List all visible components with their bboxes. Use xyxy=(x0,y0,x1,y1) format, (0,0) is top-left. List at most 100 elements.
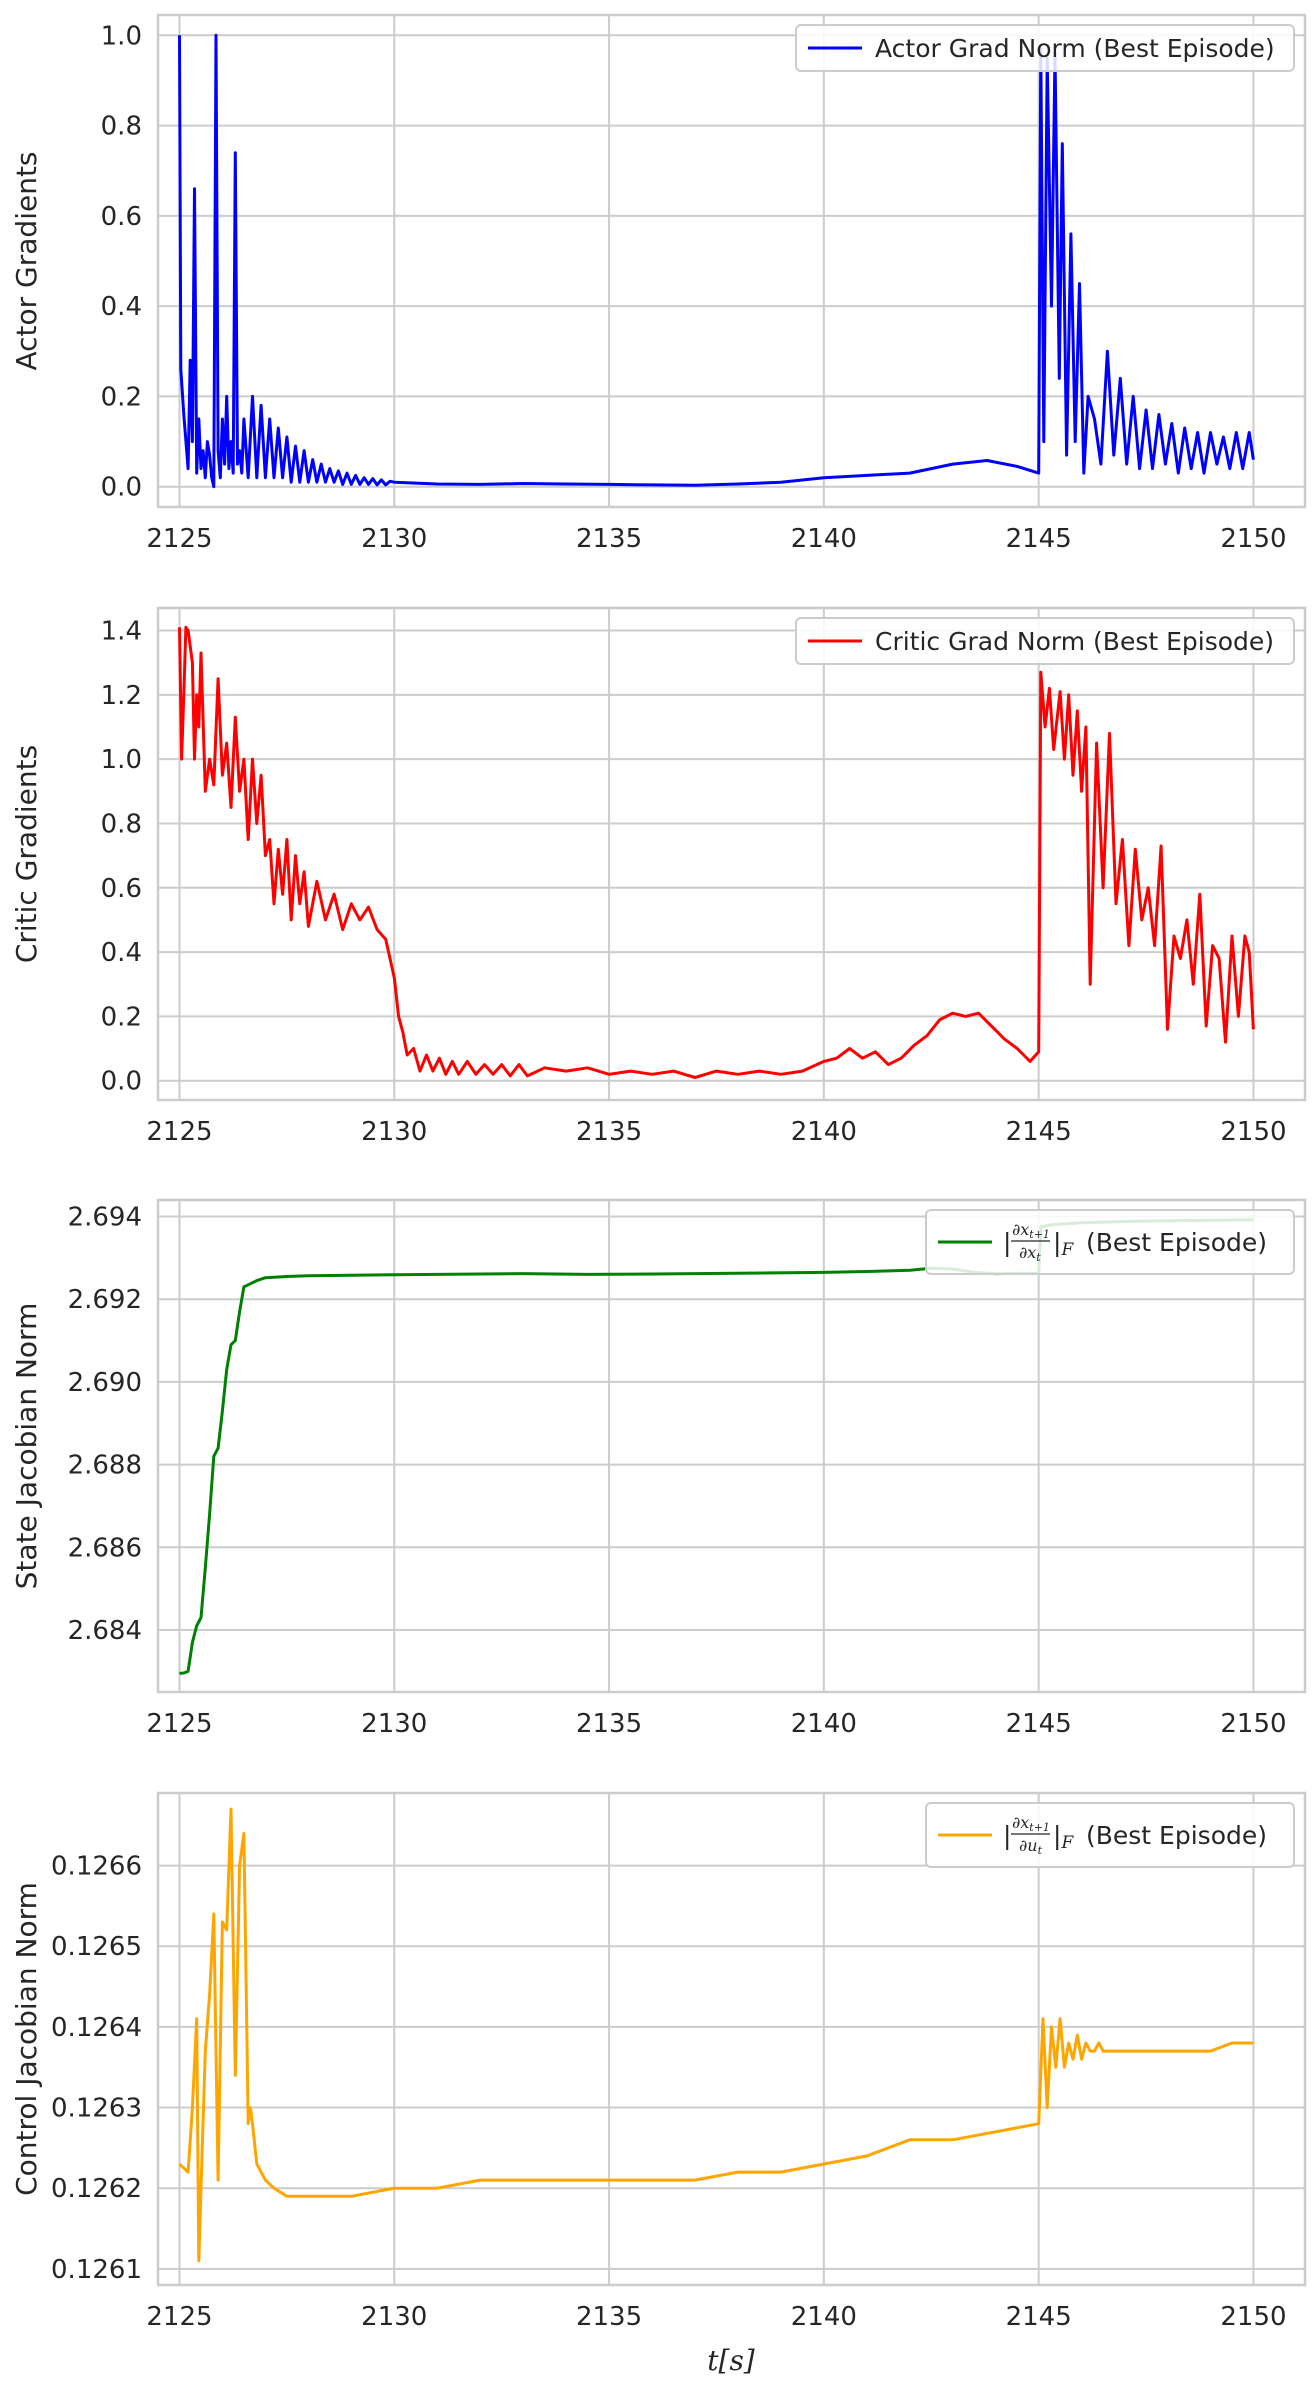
actor-legend-label: Actor Grad Norm (Best Episode) xyxy=(875,34,1275,63)
critic-gradients-panel: 2125 2130 2135 2140 2145 2150 0.0 0.2 0.4 0.6 0.8 1… xyxy=(10,606,1307,1147)
state-num-sym: ∂x xyxy=(1012,1220,1029,1239)
state-legend-norm-sub: F xyxy=(1060,1240,1074,1260)
critic-y-axis-label: Critic Gradients xyxy=(10,745,43,963)
control-y-tick-label: 0.1263 xyxy=(51,2094,142,2124)
actor-legend-box xyxy=(795,24,1295,72)
actor-x-tick-label: 2130 xyxy=(361,524,427,554)
state-y-axis-label: State Jacobian Norm xyxy=(10,1303,43,1590)
state-legend-label: (Best Episode) xyxy=(1086,1228,1267,1257)
critic-x-tick-label: 2130 xyxy=(361,1117,427,1147)
control-legend-norm: |F xyxy=(1053,1821,1074,1853)
actor-x-tick-label: 2140 xyxy=(791,524,857,554)
state-jacobian-panel: 2125 2130 2135 2140 2145 2150 2.684 2.686 2.688 2… xyxy=(10,1198,1307,1739)
actor-gradients-panel: 2125 2130 2135 2140 2145 2150 0.0 0.2 0.4 0.6 0.8 1… xyxy=(10,13,1307,554)
critic-y-tick-label: 0.0 xyxy=(101,1067,142,1097)
actor-plot-area xyxy=(156,13,1307,509)
state-y-tick-label: 2.694 xyxy=(68,1203,142,1233)
actor-y-tick-label: 0.4 xyxy=(101,292,142,322)
critic-y-tick-label: 1.2 xyxy=(101,681,142,711)
actor-x-tick-label: 2150 xyxy=(1220,524,1286,554)
control-legend-math: | xyxy=(1003,1821,1011,1850)
actor-y-tick-label: 0.0 xyxy=(101,473,142,503)
state-y-tick-label: 2.688 xyxy=(68,1451,142,1481)
state-num-sub: t+1 xyxy=(1029,1228,1050,1241)
control-x-tick-label: 2150 xyxy=(1220,2302,1286,2332)
state-den-sub: t xyxy=(1036,1251,1041,1264)
state-x-tick-label: 2150 xyxy=(1220,1709,1286,1739)
control-x-tick-label: 2140 xyxy=(791,2302,857,2332)
critic-plot-area xyxy=(156,606,1307,1102)
control-x-tick-label: 2125 xyxy=(146,2302,212,2332)
state-x-tick-label: 2145 xyxy=(1006,1709,1072,1739)
actor-grad-norm-line xyxy=(178,33,1255,489)
control-den-sym: ∂u xyxy=(1019,1836,1038,1855)
actor-x-tick-label: 2135 xyxy=(576,524,642,554)
actor-y-axis-label: Actor Gradients xyxy=(10,151,43,370)
state-y-tick-label: 2.692 xyxy=(68,1285,142,1315)
control-x-tick-label: 2130 xyxy=(361,2302,427,2332)
state-x-tick-label: 2135 xyxy=(576,1709,642,1739)
control-legend-denominator: ∂ut xyxy=(1019,1836,1043,1857)
critic-x-tick-label: 2150 xyxy=(1220,1117,1286,1147)
critic-grad-norm-line xyxy=(178,625,1255,1079)
state-x-tick-label: 2140 xyxy=(791,1709,857,1739)
state-y-tick-label: 2.686 xyxy=(68,1533,142,1563)
critic-x-tick-label: 2135 xyxy=(576,1117,642,1147)
control-num-sym: ∂x xyxy=(1012,1813,1029,1832)
state-legend: | ∂xt+1 ∂xt |F (Best Episode) xyxy=(925,1209,1295,1275)
control-y-tick-label: 0.1266 xyxy=(51,1852,142,1882)
actor-x-tick-label: 2125 xyxy=(146,524,212,554)
control-x-tick-label: 2145 xyxy=(1006,2302,1072,2332)
state-y-tick-label: 2.684 xyxy=(68,1616,142,1646)
state-den-sym: ∂x xyxy=(1019,1243,1036,1262)
control-y-tick-label: 0.1264 xyxy=(51,2013,142,2043)
actor-legend: Actor Grad Norm (Best Episode) xyxy=(795,24,1295,72)
control-legend-norm-sub: F xyxy=(1060,1833,1074,1853)
actor-x-tick-label: 2145 xyxy=(1006,524,1072,554)
critic-y-tick-label: 0.8 xyxy=(101,809,142,839)
critic-x-tick-label: 2125 xyxy=(146,1117,212,1147)
state-legend-math: | xyxy=(1003,1228,1011,1257)
control-y-tick-label: 0.1261 xyxy=(51,2255,142,2285)
state-legend-box xyxy=(925,1209,1295,1275)
control-y-tick-label: 0.1265 xyxy=(51,1932,142,1962)
critic-y-tick-label: 0.4 xyxy=(101,938,142,968)
actor-y-tick-label: 0.8 xyxy=(101,112,142,142)
control-y-tick-label: 0.1262 xyxy=(51,2174,142,2204)
control-x-tick-label: 2135 xyxy=(576,2302,642,2332)
actor-ticks: 2125 2130 2135 2140 2145 2150 0.0 0.2 0.4 0.6 0.8 1… xyxy=(101,21,1287,554)
critic-legend: Critic Grad Norm (Best Episode) xyxy=(795,617,1295,665)
control-y-axis-label: Control Jacobian Norm xyxy=(10,1882,43,2196)
control-legend-label: (Best Episode) xyxy=(1086,1821,1267,1850)
state-x-tick-label: 2130 xyxy=(361,1709,427,1739)
control-plot-area xyxy=(156,1791,1307,2287)
control-legend-numerator: ∂xt+1 xyxy=(1012,1813,1050,1834)
state-legend-norm: |F xyxy=(1053,1228,1074,1260)
state-ticks: 2125 2130 2135 2140 2145 2150 2.684 2.686 2.688 2… xyxy=(68,1203,1287,1739)
critic-y-tick-label: 1.4 xyxy=(101,617,142,647)
control-legend: | ∂xt+1 ∂ut |F (Best Episode) xyxy=(925,1802,1295,1868)
critic-y-tick-label: 1.0 xyxy=(101,745,142,775)
state-legend-denominator: ∂xt xyxy=(1019,1243,1041,1264)
actor-y-tick-label: 0.6 xyxy=(101,202,142,232)
control-legend-box xyxy=(925,1802,1295,1868)
critic-y-tick-label: 0.2 xyxy=(101,1002,142,1032)
actor-y-tick-label: 0.2 xyxy=(101,382,142,412)
state-x-tick-label: 2125 xyxy=(146,1709,212,1739)
state-grid xyxy=(158,1200,1305,1692)
state-legend-bar-right: | xyxy=(1053,1228,1061,1257)
state-legend-numerator: ∂xt+1 xyxy=(1012,1220,1050,1241)
critic-x-tick-label: 2145 xyxy=(1006,1117,1072,1147)
critic-legend-label: Critic Grad Norm (Best Episode) xyxy=(875,627,1274,656)
control-jacobian-panel: 2125 2130 2135 2140 2145 2150 0.1261 0.1262 0.12… xyxy=(10,1791,1307,2377)
state-plot-area xyxy=(156,1198,1307,1694)
critic-ticks: 2125 2130 2135 2140 2145 2150 0.0 0.2 0.4 0.6 0.8 1… xyxy=(101,617,1287,1147)
x-axis-label: t[s] xyxy=(707,2344,755,2377)
control-den-sub: t xyxy=(1038,1844,1043,1857)
control-legend-bar-right: | xyxy=(1053,1821,1061,1850)
control-ticks: 2125 2130 2135 2140 2145 2150 0.1261 0.1262 0.12… xyxy=(51,1852,1287,2332)
control-legend-bar-left: | xyxy=(1003,1821,1011,1850)
critic-x-tick-label: 2140 xyxy=(791,1117,857,1147)
control-num-sub: t+1 xyxy=(1029,1821,1050,1834)
